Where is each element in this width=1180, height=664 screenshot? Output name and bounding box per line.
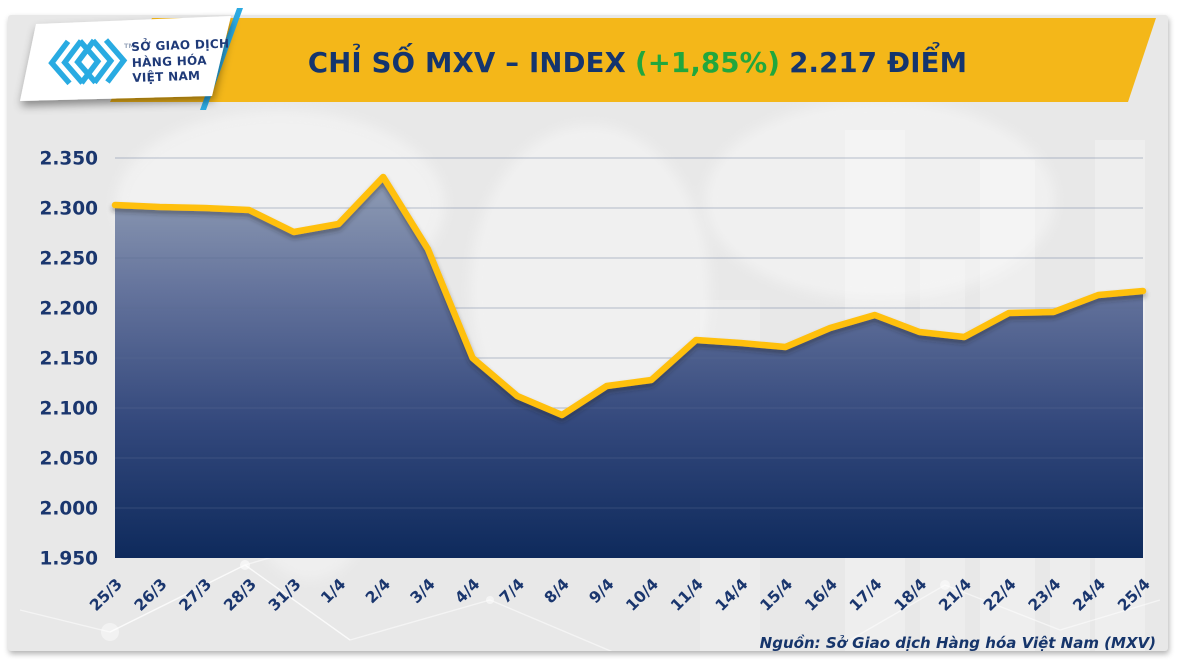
x-tick-label: 8/4: [541, 575, 573, 607]
header-banner-group: TM: [20, 8, 1156, 110]
mxv-logo-mark: [48, 38, 128, 86]
x-tick-label: 28/3: [220, 575, 260, 615]
network-watermark: [19, 519, 1161, 651]
y-axis-labels: 1.950 2.000 2.050 2.100 2.150 2.200 2.250 2.300…: [39, 149, 98, 570]
y-tick-label: 2.150: [39, 349, 98, 370]
source-note: Nguồn: Sở Giao dịch Hàng hóa Việt Nam (M…: [759, 634, 1156, 652]
x-tick-label: 27/3: [176, 575, 216, 615]
y-tick-label: 2.050: [39, 449, 98, 470]
x-tick-label: 10/4: [623, 575, 663, 615]
x-tick-label: 1/4: [317, 575, 349, 607]
banner-title: CHỈ SỐ MXV – INDEX (+1,85%) 2.217 ĐIỂM: [145, 24, 1130, 102]
index-line: [111, 173, 1147, 419]
y-tick-label: 2.200: [39, 299, 98, 320]
x-tick-label: 4/4: [451, 575, 483, 607]
y-tick-label: 1.950: [39, 549, 98, 570]
y-tick-label: 2.100: [39, 399, 98, 420]
y-tick-label: 2.250: [39, 249, 98, 270]
logo-tm-mark: TM: [124, 42, 135, 50]
title-banner-shape: [110, 18, 1156, 102]
x-tick-label: 7/4: [496, 575, 528, 607]
x-tick-label: 26/3: [131, 575, 171, 615]
title-index-value: 2.217 ĐIỂM: [789, 47, 968, 79]
y-tick-label: 2.000: [39, 499, 98, 520]
x-tick-label: 25/3: [86, 575, 126, 615]
x-tick-label: 9/4: [586, 575, 618, 607]
x-tick-label: 3/4: [407, 575, 439, 607]
y-tick-label: 2.350: [39, 149, 98, 170]
title-prefix: CHỈ SỐ MXV – INDEX: [307, 47, 626, 79]
index-area-fill: [115, 177, 1143, 558]
x-tick-label: 2/4: [362, 575, 394, 607]
title-change-percent: (+1,85%): [635, 47, 781, 79]
logo-text: SỞ GIAO DỊCH HÀNG HÓA VIỆT NAM: [131, 37, 231, 87]
x-tick-label: 31/3: [265, 575, 305, 615]
grid-lines: [115, 157, 1143, 509]
y-tick-label: 2.300: [39, 199, 98, 220]
x-tick-label: 16/4: [801, 575, 841, 615]
x-tick-label: 15/4: [757, 575, 797, 615]
